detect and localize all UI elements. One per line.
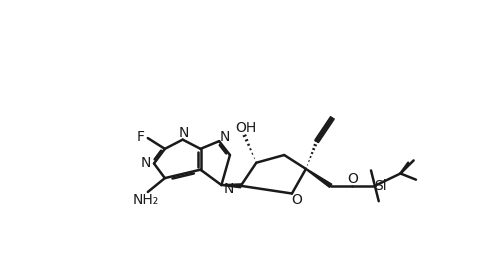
- Text: O: O: [291, 193, 302, 207]
- Text: N: N: [178, 126, 189, 140]
- Text: N: N: [141, 157, 151, 170]
- Text: O: O: [347, 172, 358, 186]
- Polygon shape: [222, 184, 241, 188]
- Text: Si: Si: [374, 179, 386, 193]
- Text: N: N: [220, 130, 230, 143]
- Polygon shape: [305, 168, 332, 187]
- Text: NH₂: NH₂: [133, 193, 160, 207]
- Text: OH: OH: [236, 121, 257, 135]
- Text: N: N: [224, 182, 234, 196]
- Text: F: F: [137, 130, 145, 144]
